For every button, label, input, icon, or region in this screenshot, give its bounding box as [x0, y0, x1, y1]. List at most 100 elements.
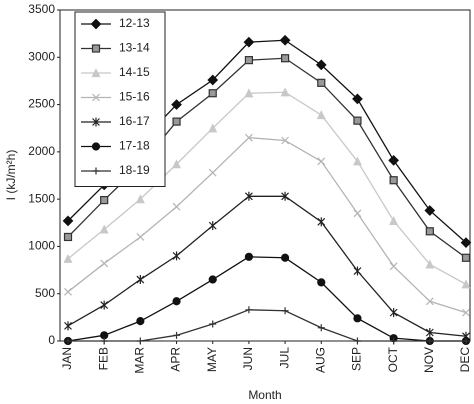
marker — [172, 251, 181, 261]
x-tick-label: JUL — [277, 347, 291, 369]
legend-label: 12-13 — [119, 16, 150, 30]
legend-label: 17-18 — [119, 139, 150, 153]
y-tick-label: 3000 — [28, 49, 55, 63]
marker — [317, 324, 325, 332]
marker — [317, 157, 326, 166]
marker — [91, 68, 101, 78]
marker — [353, 116, 362, 125]
marker — [352, 156, 362, 166]
series-line — [68, 309, 466, 342]
x-axis-label: Month — [248, 388, 281, 402]
x-tick-label: JUN — [241, 347, 255, 370]
marker — [64, 321, 72, 331]
marker — [172, 117, 181, 126]
marker — [244, 88, 254, 98]
marker — [279, 34, 291, 46]
legend-box — [74, 11, 166, 187]
marker — [136, 317, 145, 326]
marker — [425, 259, 435, 269]
series-line — [67, 256, 466, 342]
marker — [92, 167, 100, 175]
marker — [244, 191, 253, 201]
marker — [171, 99, 182, 110]
marker — [208, 275, 217, 284]
marker — [207, 74, 219, 86]
marker — [136, 275, 145, 285]
marker — [425, 297, 434, 306]
marker — [208, 221, 217, 231]
marker — [388, 155, 399, 166]
marker — [425, 227, 434, 236]
x-tick-label: SEP — [350, 347, 364, 371]
marker — [173, 331, 181, 339]
x-tick-label: JAN — [60, 347, 74, 370]
marker — [424, 205, 436, 216]
marker — [243, 36, 255, 48]
marker — [281, 136, 290, 145]
marker — [172, 297, 181, 306]
marker — [90, 18, 102, 30]
marker — [389, 262, 398, 271]
y-tick-label: 2500 — [28, 97, 55, 111]
x-tick-label: DEC — [458, 347, 472, 373]
y-tick-label: 3500 — [28, 2, 55, 16]
y-tick-label: 0 — [48, 333, 55, 347]
marker — [315, 59, 327, 71]
marker — [281, 307, 289, 315]
marker — [461, 279, 471, 289]
marker — [317, 78, 326, 87]
marker — [91, 142, 101, 151]
marker — [389, 216, 399, 225]
marker — [63, 253, 73, 263]
marker — [208, 123, 218, 133]
legend-label: 13-14 — [119, 41, 150, 55]
marker — [280, 87, 290, 97]
x-tick-label: MAR — [133, 347, 147, 374]
marker — [172, 159, 182, 169]
marker — [91, 44, 101, 53]
marker — [100, 259, 109, 268]
marker — [92, 117, 100, 127]
marker — [353, 314, 362, 323]
marker — [389, 176, 398, 185]
marker — [426, 337, 434, 345]
series-line — [67, 91, 467, 285]
marker — [62, 215, 74, 227]
marker — [64, 337, 72, 345]
x-tick-label: NOV — [422, 347, 436, 373]
marker — [280, 54, 290, 63]
series-line — [67, 137, 467, 314]
marker — [92, 93, 100, 102]
marker — [244, 133, 253, 142]
marker — [244, 252, 254, 261]
x-tick-label: FEB — [96, 347, 110, 370]
marker — [208, 168, 217, 177]
marker — [460, 237, 472, 248]
legend-label: 15-16 — [119, 90, 150, 104]
marker — [461, 253, 471, 262]
marker — [99, 224, 109, 234]
x-tick-label: MAY — [205, 347, 219, 372]
marker — [244, 56, 254, 65]
marker — [280, 253, 290, 262]
marker — [100, 300, 109, 310]
marker — [64, 287, 72, 296]
marker — [316, 110, 326, 120]
x-tick-label: OCT — [386, 346, 400, 372]
marker — [100, 195, 109, 205]
marker — [390, 337, 398, 345]
marker — [353, 337, 361, 345]
marker — [462, 308, 470, 317]
marker — [389, 308, 398, 318]
legend-label: 18-19 — [119, 163, 150, 177]
y-tick-label: 500 — [35, 286, 55, 300]
y-tick-label: 2000 — [28, 144, 55, 158]
marker — [353, 266, 362, 276]
marker — [353, 209, 362, 218]
series-line — [67, 195, 467, 337]
marker — [462, 337, 470, 345]
x-tick-label: APR — [169, 347, 183, 372]
marker — [63, 232, 73, 242]
marker — [425, 327, 434, 337]
